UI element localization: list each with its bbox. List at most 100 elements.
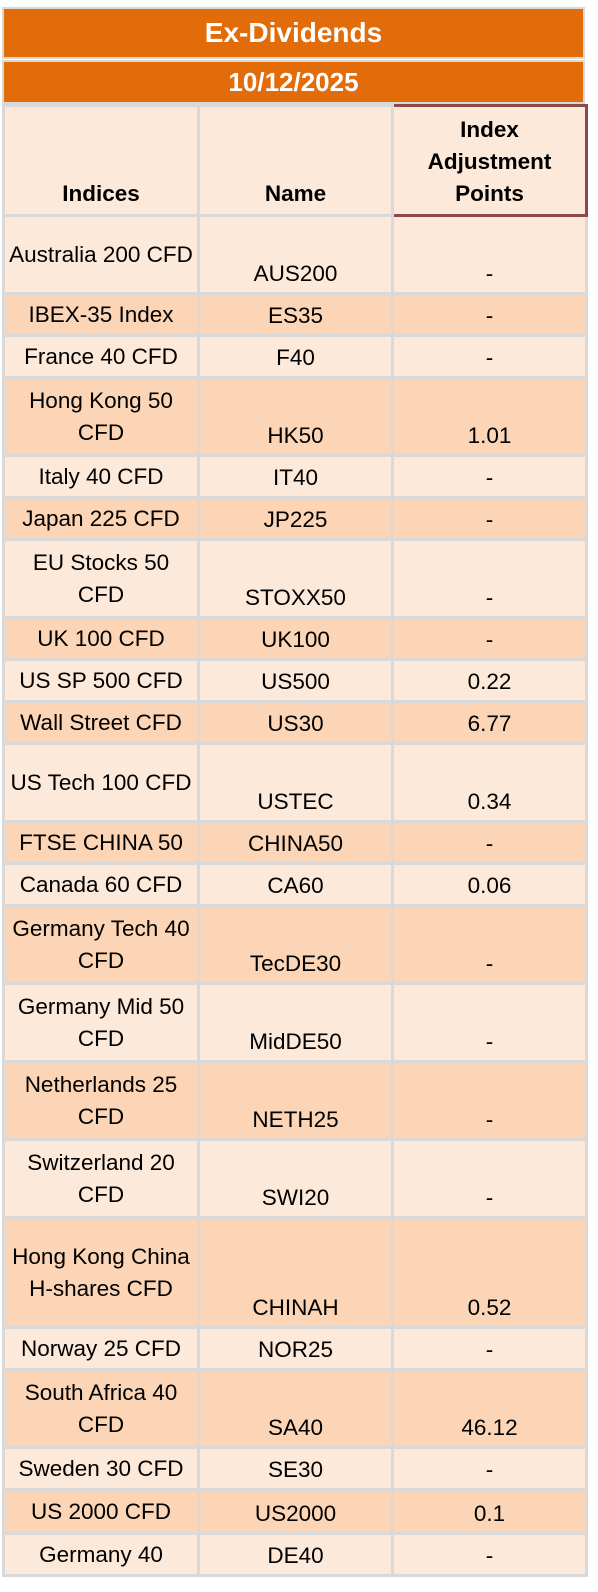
adjustment-points-cell: -	[391, 496, 588, 541]
table-row: Sweden 30 CFD SE30-	[2, 1446, 588, 1491]
adjustment-points-cell: 0.06	[391, 862, 588, 907]
symbol-cell: F40	[197, 334, 394, 379]
index-cell: UK 100 CFD	[2, 616, 200, 661]
adjustment-points-cell: 1.01	[391, 376, 588, 457]
symbol-cell: US500	[197, 658, 394, 703]
symbol-cell: HK50	[197, 376, 394, 457]
index-cell: Germany Tech 40 CFD	[2, 904, 200, 985]
adjustment-points-cell: -	[391, 538, 588, 619]
adjustment-points-cell: 0.34	[391, 742, 588, 823]
table-row: Switzerland 20 CFD SWI20-	[2, 1138, 588, 1219]
adjustment-points-cell: -	[391, 616, 588, 661]
adjustment-points-cell: -	[391, 292, 588, 337]
table-row: US SP 500 CFD US500 0.22	[2, 658, 588, 703]
index-cell: Norway 25 CFD	[2, 1326, 200, 1371]
table-row: UK 100 CFD UK100-	[2, 616, 588, 661]
index-cell: Italy 40 CFD	[2, 454, 200, 499]
adjustment-points-cell: -	[391, 1532, 588, 1577]
symbol-cell: IT40	[197, 454, 394, 499]
adjustment-points-cell: -	[391, 820, 588, 865]
table-row: Netherlands 25 CFD NETH25-	[2, 1060, 588, 1141]
adjustment-points-cell: 46.12	[391, 1368, 588, 1449]
index-cell: Wall Street CFD	[2, 700, 200, 745]
adjustment-points-cell: -	[391, 1446, 588, 1491]
symbol-cell: NOR25	[197, 1326, 394, 1371]
index-cell: Hong Kong 50 CFD	[2, 376, 200, 457]
symbol-cell: CHINA50	[197, 820, 394, 865]
adjustment-points-cell: -	[391, 1326, 588, 1371]
sheet-date: 10/12/2025	[2, 60, 585, 104]
table-row: Wall Street CFD US30 6.77	[2, 700, 588, 745]
symbol-cell: DE40	[197, 1532, 394, 1577]
index-cell: US Tech 100 CFD	[2, 742, 200, 823]
sheet-title: Ex-Dividends	[2, 7, 585, 59]
index-cell: Netherlands 25 CFD	[2, 1060, 200, 1141]
table-body: Australia 200 CFD AUS200- IBEX-35 Index ES3…	[2, 214, 588, 1577]
adjustment-points-cell: -	[391, 982, 588, 1063]
symbol-cell: UK100	[197, 616, 394, 661]
symbol-cell: CHINAH	[197, 1216, 394, 1329]
adjustment-points-cell: 0.52	[391, 1216, 588, 1329]
table-row: Germany Tech 40 CFD TecDE30-	[2, 904, 588, 985]
index-cell: France 40 CFD	[2, 334, 200, 379]
adjustment-points-cell: -	[391, 454, 588, 499]
table-row: US 2000 CFD US2000 0.1	[2, 1488, 588, 1535]
index-cell: US 2000 CFD	[2, 1488, 200, 1535]
symbol-cell: CA60	[197, 862, 394, 907]
index-cell: US SP 500 CFD	[2, 658, 200, 703]
symbol-cell: TecDE30	[197, 904, 394, 985]
index-cell: IBEX-35 Index	[2, 292, 200, 337]
symbol-cell: AUS200	[197, 214, 394, 295]
header-indices: Indices	[2, 104, 200, 217]
table-row: Japan 225 CFD JP225-	[2, 496, 588, 541]
table-row: Hong Kong China H-shares CFD CHINAH 0.52	[2, 1216, 588, 1329]
adjustment-points-cell: -	[391, 1138, 588, 1219]
table-row: Hong Kong 50 CFD HK50 1.01	[2, 376, 588, 457]
adjustment-points-cell: -	[391, 904, 588, 985]
index-cell: Germany Mid 50 CFD	[2, 982, 200, 1063]
index-cell: FTSE CHINA 50	[2, 820, 200, 865]
table-row: US Tech 100 CFD USTEC 0.34	[2, 742, 588, 823]
header-name: Name	[197, 104, 394, 217]
adjustment-points-cell: -	[391, 334, 588, 379]
adjustment-points-cell: 0.22	[391, 658, 588, 703]
symbol-cell: NETH25	[197, 1060, 394, 1141]
table-row: South Africa 40 CFD SA40 46.12	[2, 1368, 588, 1449]
adjustment-points-cell: -	[391, 214, 588, 295]
index-cell: Sweden 30 CFD	[2, 1446, 200, 1491]
table-row: Italy 40 CFD IT40-	[2, 454, 588, 499]
table-row: Germany Mid 50 CFD MidDE50-	[2, 982, 588, 1063]
table-row: Australia 200 CFD AUS200-	[2, 214, 588, 295]
index-cell: Australia 200 CFD	[2, 214, 200, 295]
adjustment-points-cell: 0.1	[391, 1488, 588, 1535]
index-cell: Japan 225 CFD	[2, 496, 200, 541]
table-row: FTSE CHINA 50 CHINA50-	[2, 820, 588, 865]
index-cell: Hong Kong China H-shares CFD	[2, 1216, 200, 1329]
table-row: Norway 25 CFD NOR25-	[2, 1326, 588, 1371]
adjustment-points-cell: -	[391, 1060, 588, 1141]
symbol-cell: US2000	[197, 1488, 394, 1535]
symbol-cell: USTEC	[197, 742, 394, 823]
table-row: France 40 CFD F40-	[2, 334, 588, 379]
dividend-table: Indices Name Index Adjustment Points Aus…	[2, 104, 588, 1577]
symbol-cell: SE30	[197, 1446, 394, 1491]
symbol-cell: ES35	[197, 292, 394, 337]
table-row: IBEX-35 Index ES35-	[2, 292, 588, 337]
symbol-cell: SWI20	[197, 1138, 394, 1219]
index-cell: EU Stocks 50 CFD	[2, 538, 200, 619]
index-cell: South Africa 40 CFD	[2, 1368, 200, 1449]
symbol-cell: JP225	[197, 496, 394, 541]
table-row: Canada 60 CFD CA60 0.06	[2, 862, 588, 907]
symbol-cell: MidDE50	[197, 982, 394, 1063]
symbol-cell: STOXX50	[197, 538, 394, 619]
header-adjustment-points: Index Adjustment Points	[391, 104, 588, 217]
header-row: Indices Name Index Adjustment Points	[2, 104, 588, 217]
table-row: EU Stocks 50 CFD STOXX50-	[2, 538, 588, 619]
symbol-cell: US30	[197, 700, 394, 745]
index-cell: Germany 40	[2, 1532, 200, 1577]
symbol-cell: SA40	[197, 1368, 394, 1449]
index-cell: Canada 60 CFD	[2, 862, 200, 907]
adjustment-points-cell: 6.77	[391, 700, 588, 745]
index-cell: Switzerland 20 CFD	[2, 1138, 200, 1219]
table-row: Germany 40 DE40-	[2, 1532, 588, 1577]
